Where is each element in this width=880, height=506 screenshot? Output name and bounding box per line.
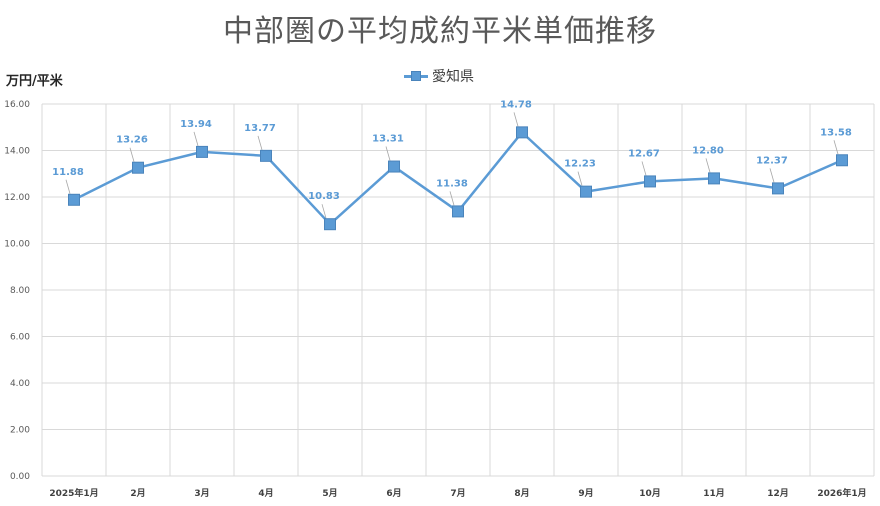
data-label-leader [705, 158, 711, 173]
data-label-leader [833, 140, 839, 155]
legend-label: 愛知県 [432, 69, 474, 85]
data-label-leader [129, 147, 135, 162]
x-tick-label: 2月 [130, 488, 145, 499]
data-label-leader [257, 135, 263, 150]
data-label-leader [513, 112, 519, 127]
data-label: 10.83 [308, 191, 340, 202]
data-label: 12.23 [564, 159, 596, 170]
data-point [68, 193, 80, 206]
data-point [580, 185, 592, 198]
x-tick-label: 8月 [514, 488, 529, 499]
data-label: 13.77 [244, 123, 276, 134]
data-point [836, 154, 848, 167]
data-label-leader [449, 191, 455, 206]
data-label: 11.88 [52, 167, 84, 178]
data-label: 14.78 [500, 99, 532, 110]
x-tick-label: 3月 [194, 488, 209, 499]
x-tick-label: 2025年1月 [49, 487, 98, 499]
data-label: 12.37 [756, 155, 788, 166]
data-label: 13.26 [116, 135, 148, 146]
data-label: 12.80 [692, 145, 724, 156]
y-tick-label: 8.00 [10, 286, 30, 296]
data-point [132, 161, 144, 174]
x-tick-label: 10月 [639, 488, 661, 499]
data-point [324, 218, 336, 231]
y-axis-label: 万円/平米 [6, 74, 63, 89]
data-label: 13.94 [180, 119, 212, 130]
x-tick-label: 11月 [703, 488, 725, 499]
data-label: 12.67 [628, 148, 660, 159]
data-label-leader [65, 179, 71, 194]
data-label-leader [321, 204, 327, 219]
data-label-leader [385, 146, 391, 161]
data-label: 13.58 [820, 127, 852, 138]
data-point [196, 145, 208, 158]
x-tick-label: 12月 [767, 488, 789, 499]
x-tick-label: 4月 [258, 488, 273, 499]
x-tick-label: 6月 [386, 488, 401, 499]
x-tick-label: 9月 [578, 488, 593, 499]
data-label-leader [577, 171, 583, 186]
y-tick-label: 10.00 [4, 240, 30, 250]
data-label-leader [641, 161, 647, 176]
data-point [708, 172, 720, 185]
data-label: 11.38 [436, 178, 468, 189]
y-tick-label: 6.00 [10, 333, 30, 343]
legend-marker [404, 70, 428, 82]
y-tick-label: 12.00 [4, 193, 30, 203]
data-point [452, 205, 464, 218]
y-tick-label: 0.00 [10, 472, 30, 482]
data-point [260, 149, 272, 162]
data-label: 13.31 [372, 134, 404, 145]
y-tick-label: 14.00 [4, 147, 30, 157]
data-point [644, 175, 656, 188]
y-tick-label: 4.00 [10, 379, 30, 389]
chart-title: 中部圏の平均成約平米単価推移 [223, 14, 657, 49]
data-point [516, 126, 528, 139]
data-point [388, 160, 400, 173]
data-point [772, 182, 784, 195]
data-label-leader [769, 168, 775, 183]
y-tick-label: 2.00 [10, 426, 30, 436]
x-tick-label: 5月 [322, 488, 337, 499]
y-tick-label: 16.00 [4, 100, 30, 110]
data-label-leader [193, 131, 199, 147]
x-tick-label: 2026年1月 [817, 487, 866, 499]
legend: 愛知県 [404, 66, 474, 86]
x-tick-label: 7月 [450, 488, 465, 499]
